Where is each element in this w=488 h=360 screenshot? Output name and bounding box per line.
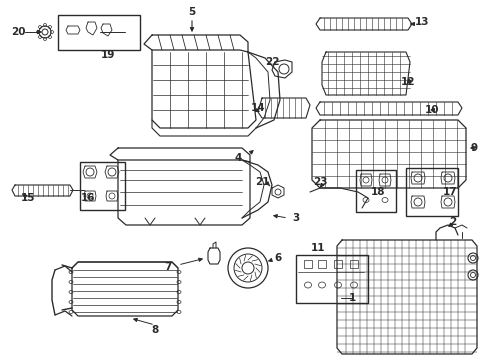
Text: 20: 20 [11,27,25,37]
Bar [58,15,140,50]
Bar [295,255,367,303]
Text: 19: 19 [101,50,115,60]
Text: 10: 10 [424,105,438,115]
Bar [333,260,341,268]
Text: 14: 14 [250,103,265,113]
Text: 11: 11 [310,243,325,253]
Bar [355,170,395,212]
Text: 21: 21 [254,177,269,187]
Text: 9: 9 [469,143,477,153]
Text: 18: 18 [370,187,385,197]
Text: 8: 8 [151,325,158,335]
Text: 12: 12 [400,77,414,87]
Text: 2: 2 [448,217,456,227]
Text: 22: 22 [264,57,279,67]
Text: 13: 13 [414,17,428,27]
Text: 7: 7 [164,262,171,272]
Bar [317,260,325,268]
Text: 16: 16 [81,193,95,203]
Text: 4: 4 [234,153,241,163]
Text: 23: 23 [312,177,326,187]
Text: 1: 1 [347,293,355,303]
Text: 6: 6 [274,253,281,263]
Bar [304,260,311,268]
Bar [405,168,457,216]
Text: 5: 5 [188,7,195,17]
Text: 3: 3 [292,213,299,223]
Text: 17: 17 [442,187,456,197]
Text: 15: 15 [20,193,35,203]
Bar [80,162,125,210]
Bar [349,260,357,268]
